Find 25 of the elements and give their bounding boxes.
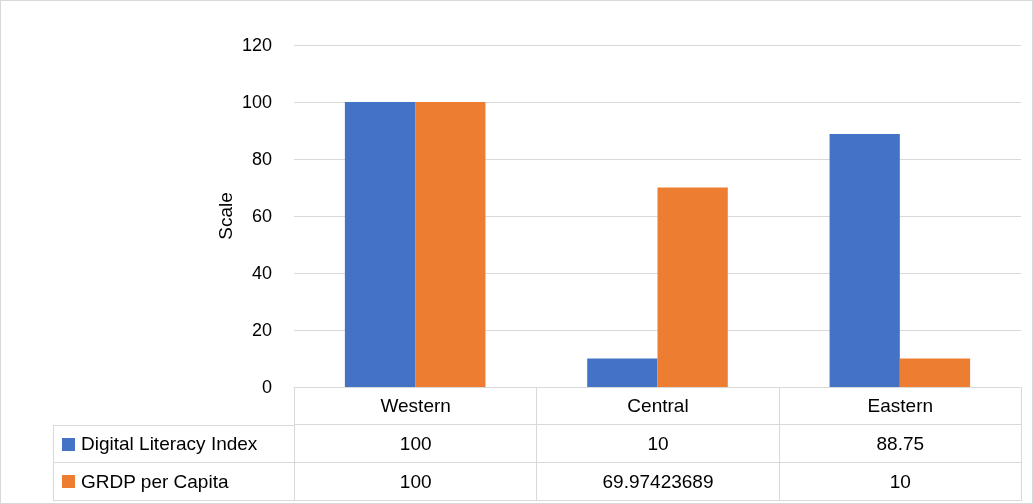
- legend-label: GRDP per Capita: [81, 470, 229, 493]
- bar: [829, 134, 900, 387]
- bar: [587, 358, 658, 387]
- y-tick-label: 80: [251, 149, 272, 169]
- bar: [344, 102, 416, 387]
- x-tick-label: Eastern: [778, 387, 1022, 425]
- y-tick-label: 40: [251, 263, 272, 283]
- bar: [415, 102, 486, 387]
- bar: [657, 187, 728, 387]
- data-label: 100: [294, 463, 538, 501]
- legend-label: Digital Literacy Index: [81, 433, 258, 455]
- y-tick-label: 100: [241, 92, 272, 112]
- x-tick-label: Central: [536, 387, 780, 425]
- y-axis-title: Scale: [215, 192, 237, 240]
- y-tick-label: 120: [241, 35, 272, 55]
- y-tick-label: 20: [251, 320, 272, 340]
- data-label: 69.97423689: [536, 463, 780, 501]
- data-label: 88.75: [778, 425, 1022, 463]
- bar: [899, 358, 971, 387]
- y-tick-label: 60: [251, 206, 272, 226]
- y-tick-label: 0: [261, 377, 272, 397]
- data-label: 100: [294, 425, 538, 463]
- data-label: 10: [536, 425, 780, 463]
- data-label: 10: [778, 463, 1022, 501]
- x-tick-label: Western: [294, 387, 538, 425]
